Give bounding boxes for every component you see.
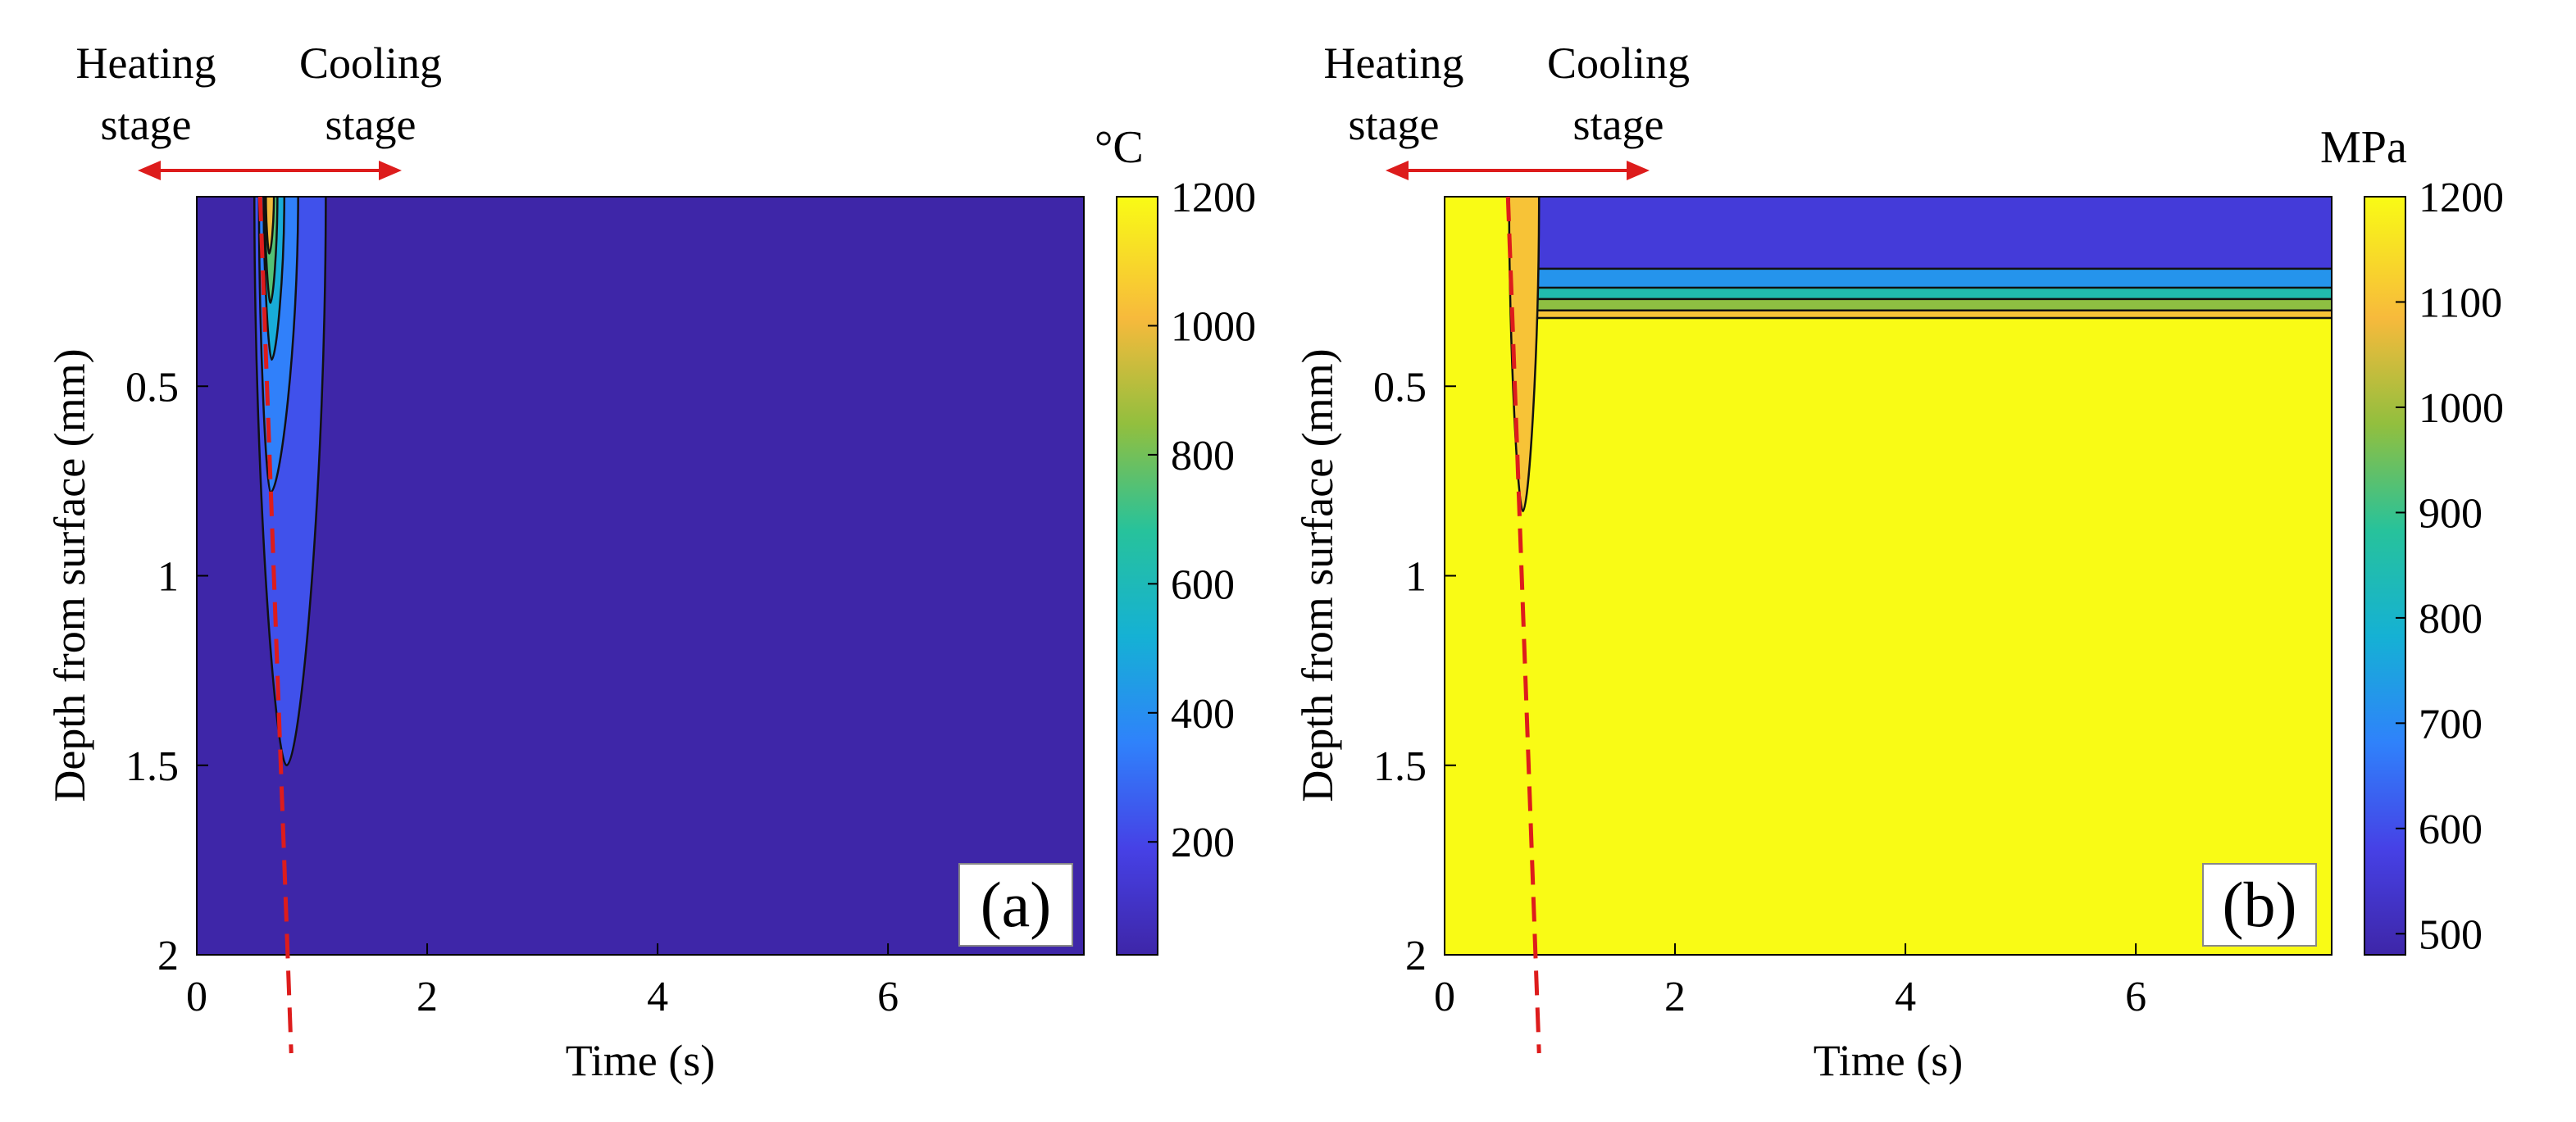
panel-b-y-tick-label: 2 xyxy=(1405,933,1427,979)
panel-b-colorbar-tick-label: 900 xyxy=(2419,490,2483,537)
panel-b-y-ticks: 0.5 1 1.5 2 xyxy=(1373,364,1456,979)
panel-b-contour-fill xyxy=(1445,197,2332,955)
panel-b-stress-band-2 xyxy=(1522,288,2332,299)
panel-b-y-axis-label: Depth from surface (mm) xyxy=(1293,348,1342,802)
panel-b-x-axis-label: Time (s) xyxy=(1814,1036,1964,1085)
panel-b-y-tick-label: 1.5 xyxy=(1373,743,1427,790)
panel-a-colorbar-unit: °C xyxy=(1095,122,1144,173)
panel-b-heating-label-1: Heating xyxy=(1324,39,1464,88)
panel-b-label: (b) xyxy=(2223,869,2297,940)
panel-b-surface-layer xyxy=(1522,197,2332,269)
panel-a-cooling-label-1: Cooling xyxy=(299,39,442,88)
panel-b-heating-label-2: stage xyxy=(1349,100,1440,149)
panel-a-y-tick-label: 1.5 xyxy=(125,743,179,790)
panel-a-x-axis-label: Time (s) xyxy=(566,1036,716,1085)
panel-b-stage-divider xyxy=(1505,196,1541,1054)
panel-b-x-tick-label: 6 xyxy=(2125,974,2146,1020)
panel-b-y-tick-label: 1 xyxy=(1405,554,1427,601)
panel-b-colorbar-tick-label: 700 xyxy=(2419,701,2483,747)
panel-a-y-axis-label: Depth from surface (mm) xyxy=(45,348,94,802)
panel-a-colorbar-tick-label: 200 xyxy=(1171,820,1235,866)
panel-a-y-tick-label: 2 xyxy=(157,933,179,979)
panel-a-stage-arrow xyxy=(138,161,402,180)
panel-b-y-tick-label: 0.5 xyxy=(1373,364,1427,411)
panel-b-colorbar-unit: MPa xyxy=(2320,122,2407,173)
panel-b-colorbar: 500 600 700 800 900 1000 1100 1200 MPa xyxy=(2320,122,2504,958)
panel-a-stage-divider xyxy=(257,196,294,1054)
panel-b-x-tick-label: 2 xyxy=(1664,974,1686,1020)
panel-b-colorbar-tick-label: 1000 xyxy=(2419,385,2504,432)
panel-b-colorbar-tick-label: 600 xyxy=(2419,806,2483,853)
panel-b-cooling-label-1: Cooling xyxy=(1547,39,1690,88)
panel-a-contour-fill xyxy=(197,197,1084,955)
panel-b-background-region xyxy=(1445,197,2332,955)
panel-a-x-ticks: 0 2 4 6 xyxy=(186,943,899,1020)
panel-a-colorbar-tick-label: 800 xyxy=(1171,433,1235,479)
panel-a-x-tick-label: 6 xyxy=(877,974,899,1020)
panel-b-stress-band-4 xyxy=(1522,310,2332,318)
panel-b-x-ticks: 0 2 4 6 xyxy=(1434,943,2146,1020)
panel-a-label: (a) xyxy=(981,869,1052,940)
panel-b-label-box: (b) xyxy=(2202,863,2317,947)
panel-a-x-tick-label: 4 xyxy=(647,974,668,1020)
panel-b-colorbar-tick-label: 1100 xyxy=(2419,279,2502,326)
panel-a-x-tick-label: 2 xyxy=(416,974,438,1020)
panel-a-heating-label-2: stage xyxy=(101,100,192,149)
panel-a-cooling-label-2: stage xyxy=(325,100,416,149)
panel-a-background-region xyxy=(197,197,1084,955)
panel-b-stress-band-1 xyxy=(1522,268,2332,288)
panel-a-y-ticks: 0.5 1 1.5 2 xyxy=(125,364,208,979)
panel-a-colorbar-tick-label: 1200 xyxy=(1171,175,1256,221)
panel-a-colorbar-ticks: 200 400 600 800 1000 1200 xyxy=(1148,175,1256,866)
panel-a-colorbar: 200 400 600 800 1000 1200 °C xyxy=(1095,122,1256,956)
panel-b-cooling-label-2: stage xyxy=(1573,100,1664,149)
panel-a-y-tick-label: 0.5 xyxy=(125,364,179,411)
panel-b-colorbar-tick-label: 1200 xyxy=(2419,175,2504,221)
panel-a-label-box: (a) xyxy=(958,863,1073,947)
panel-b-colorbar-tick-label: 800 xyxy=(2419,596,2483,643)
panel-b-x-tick-label: 4 xyxy=(1895,974,1916,1020)
panel-a-colorbar-tick-label: 1000 xyxy=(1171,303,1256,350)
panel-a-colorbar-tick-label: 600 xyxy=(1171,561,1235,608)
panel-a-y-tick-label: 1 xyxy=(157,554,179,601)
panel-b-colorbar-tick-label: 500 xyxy=(2419,911,2483,958)
panel-b-stress-band-3 xyxy=(1522,298,2332,311)
panel-a-contour-region-5 xyxy=(265,197,275,255)
panel-b-stage-arrow xyxy=(1386,161,1650,180)
panel-a-heating-label-1: Heating xyxy=(76,39,216,88)
panel-a-x-tick-label: 0 xyxy=(186,974,207,1020)
panel-a-colorbar-tick-label: 400 xyxy=(1171,691,1235,738)
panel-b-x-tick-label: 0 xyxy=(1434,974,1455,1020)
panel-b-colorbar-ticks: 500 600 700 800 900 1000 1100 1200 xyxy=(2396,175,2504,958)
